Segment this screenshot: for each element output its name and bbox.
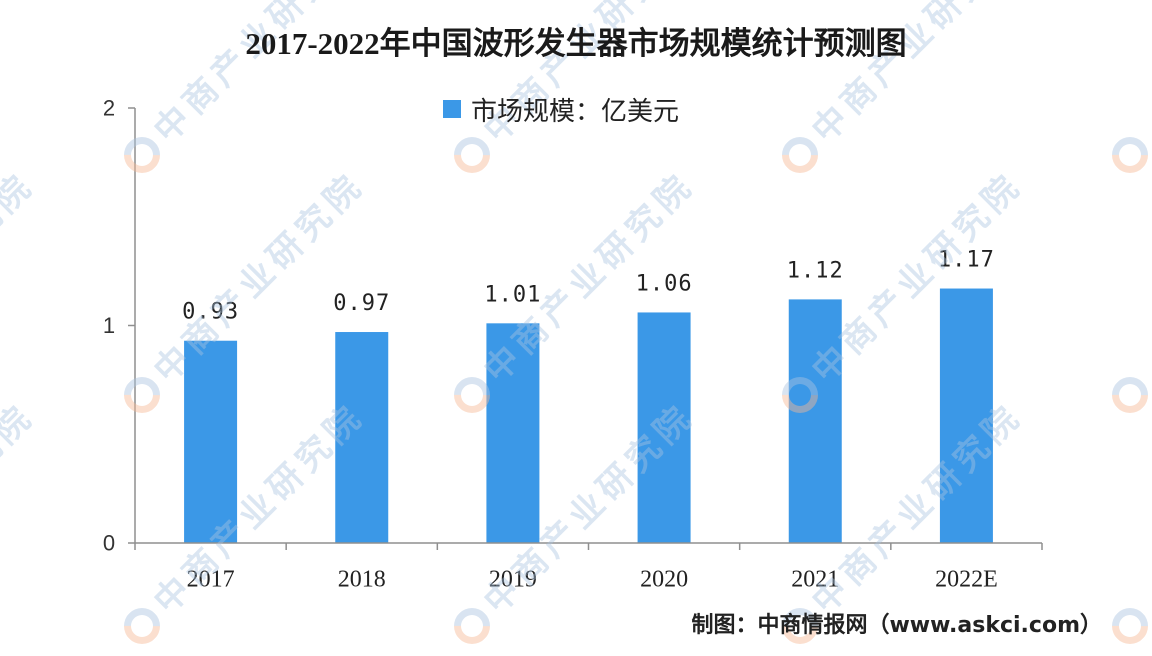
legend-label: 市场规模：亿美元 [471, 96, 680, 127]
bar-2021 [788, 299, 842, 543]
x-tick-label-2022E: 2022E [935, 566, 998, 592]
y-tick-label: 2 [103, 96, 115, 121]
data-label-2022E: 1.17 [938, 248, 995, 273]
chart-title: 2017-2022年中国波形发生器市场规模统计预测图 [245, 26, 907, 61]
data-label-2020: 1.06 [636, 271, 693, 296]
legend: 市场规模：亿美元 [443, 93, 680, 127]
x-tick-label-2021: 2021 [791, 566, 839, 592]
bar-2022E [939, 288, 993, 543]
x-tick-label-2019: 2019 [489, 566, 537, 592]
legend-swatch [443, 100, 461, 118]
source-credit: 制图：中商情报网（www.askci.com） [691, 613, 1102, 638]
bar-2017 [184, 340, 238, 543]
x-tick-label-2020: 2020 [640, 566, 688, 592]
bar-2020 [637, 312, 691, 543]
bar-2019 [486, 323, 540, 543]
x-tick-label-2017: 2017 [187, 566, 235, 592]
x-tick-label-2018: 2018 [338, 566, 386, 592]
data-label-2021: 1.12 [787, 258, 844, 283]
y-tick-label: 1 [103, 313, 115, 338]
bar-2018 [335, 332, 389, 543]
data-label-2018: 0.97 [333, 291, 390, 316]
y-tick-label: 0 [103, 531, 115, 556]
data-label-2019: 1.01 [484, 282, 541, 307]
data-label-2017: 0.93 [182, 300, 239, 325]
